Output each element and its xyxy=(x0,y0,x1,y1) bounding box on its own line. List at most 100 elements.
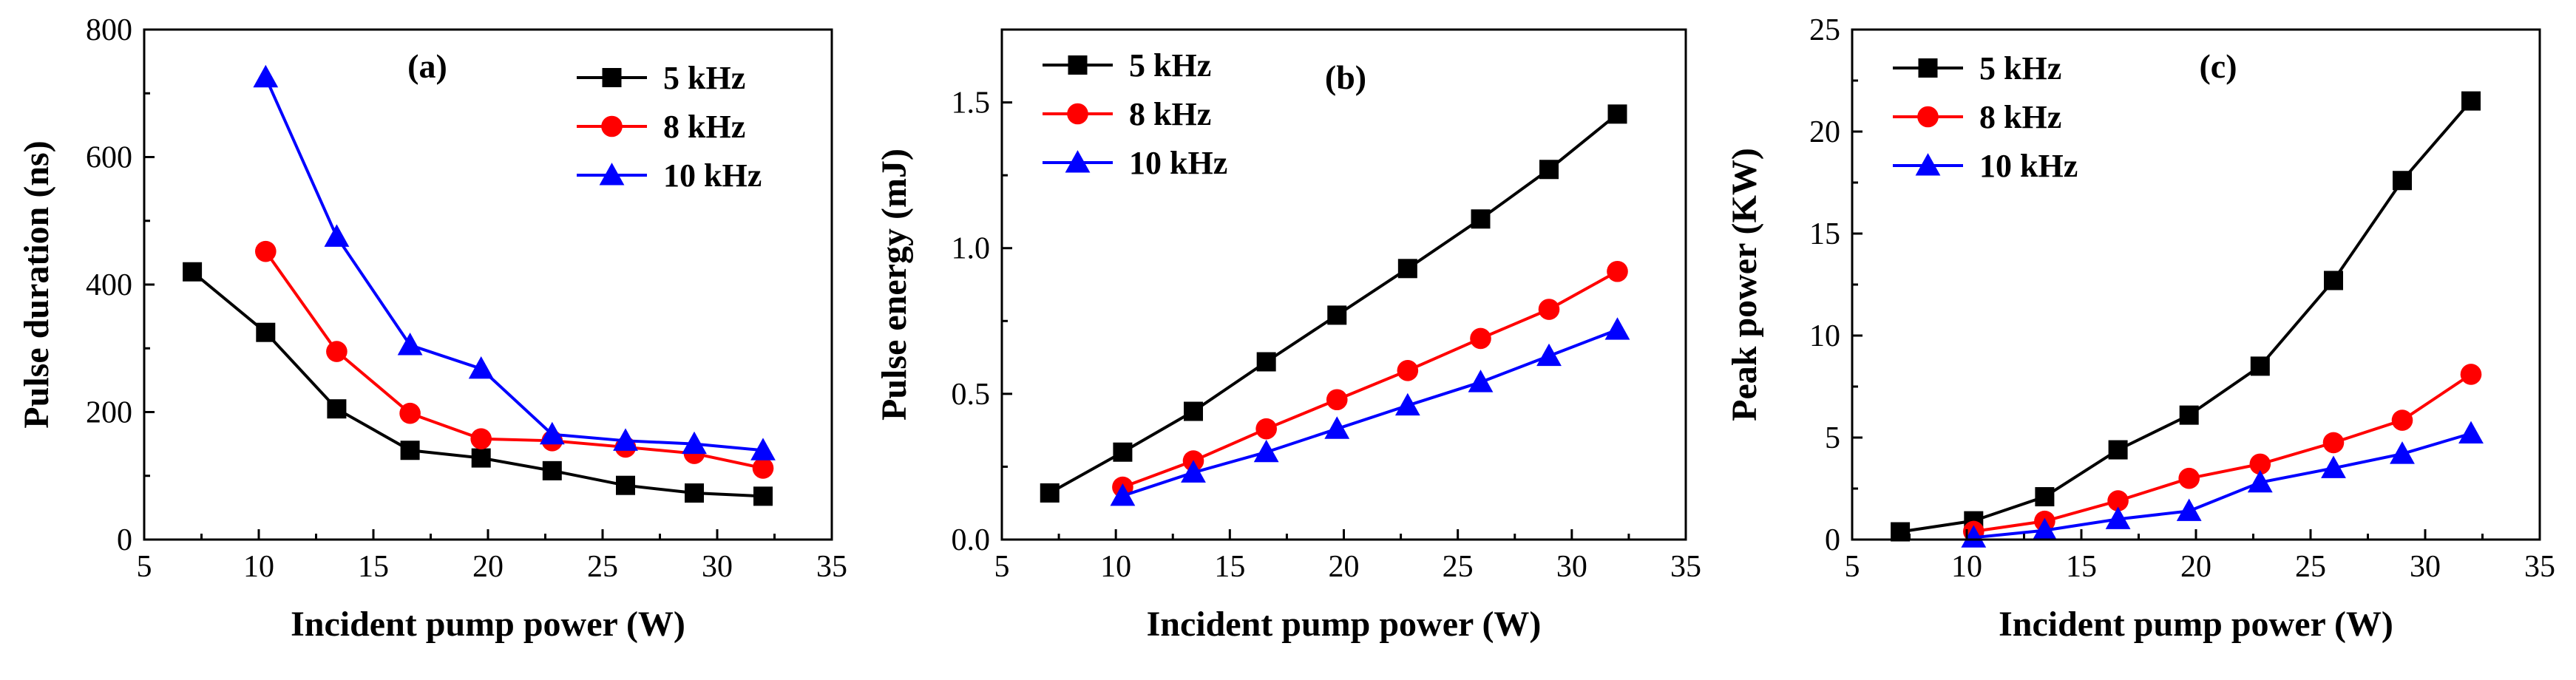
series-line xyxy=(1973,432,2472,540)
legend-marker xyxy=(1915,153,1941,176)
x-tick-label: 15 xyxy=(358,550,389,584)
series-8-khz xyxy=(1963,364,2482,543)
legend-marker xyxy=(1917,106,1939,128)
data-point xyxy=(1256,352,1276,372)
x-axis-title: Incident pump power (W) xyxy=(1147,605,1542,644)
data-point xyxy=(1181,460,1206,483)
series-10-khz xyxy=(1961,421,2484,548)
data-point xyxy=(613,428,638,451)
x-axis-title: Incident pump power (W) xyxy=(1999,605,2393,644)
data-point xyxy=(183,262,203,282)
series-5-khz xyxy=(183,262,773,506)
data-point xyxy=(2321,455,2346,478)
data-point xyxy=(253,64,279,88)
x-tick-label: 20 xyxy=(1329,550,1360,584)
data-point xyxy=(2108,440,2128,460)
data-point xyxy=(616,475,635,495)
data-point xyxy=(2393,171,2412,191)
x-tick-label: 15 xyxy=(1214,550,1245,584)
x-tick-label: 30 xyxy=(702,550,733,584)
data-point xyxy=(1539,160,1559,180)
x-tick-label: 5 xyxy=(1845,550,1860,584)
x-axis-title: Incident pump power (W) xyxy=(291,605,685,644)
data-point xyxy=(2461,91,2481,111)
y-tick-label: 0 xyxy=(1825,523,1840,557)
data-point xyxy=(1324,416,1350,439)
x-tick-label: 35 xyxy=(816,550,847,584)
y-tick-label: 800 xyxy=(86,13,132,47)
data-point xyxy=(1470,327,1491,350)
legend-label: 5 kHz xyxy=(1129,47,1211,84)
data-point xyxy=(2178,467,2200,489)
data-point xyxy=(1253,439,1279,463)
legend-label: 5 kHz xyxy=(1979,50,2061,86)
series-8-khz xyxy=(1112,260,1628,498)
y-tick-label: 0.5 xyxy=(952,378,991,412)
legend-label: 5 kHz xyxy=(663,60,745,96)
data-point xyxy=(1184,401,1203,421)
data-point xyxy=(2249,453,2271,475)
data-point xyxy=(2324,271,2343,290)
series-line xyxy=(1122,328,1619,497)
y-tick-label: 1.5 xyxy=(952,86,991,120)
data-point xyxy=(753,486,773,506)
y-tick-label: 10 xyxy=(1809,319,1840,353)
legend-marker xyxy=(601,115,623,137)
legend-label: 10 kHz xyxy=(663,157,762,194)
data-point xyxy=(685,483,704,503)
y-tick-label: 1.0 xyxy=(952,232,991,266)
x-tick-label: 5 xyxy=(137,550,152,584)
y-tick-label: 25 xyxy=(1809,13,1840,47)
data-point xyxy=(2032,517,2058,541)
panel-label: (c) xyxy=(2199,47,2237,85)
y-axis-title: Peak power (KW) xyxy=(1725,148,1764,421)
legend: 5 kHz 8 kHz 10 kHz xyxy=(1043,47,1227,181)
data-point xyxy=(542,460,562,480)
data-point xyxy=(468,356,494,379)
data-point xyxy=(2247,469,2273,493)
y-tick-label: 600 xyxy=(86,141,132,175)
x-tick-label: 30 xyxy=(2410,550,2441,584)
data-point xyxy=(324,224,350,247)
y-tick-label: 5 xyxy=(1825,421,1840,455)
data-point xyxy=(682,431,707,455)
data-point xyxy=(1891,522,1911,542)
data-point xyxy=(1397,360,1419,381)
data-point xyxy=(1110,483,1136,506)
legend-label: 10 kHz xyxy=(1979,148,2078,184)
data-point xyxy=(470,428,492,450)
data-point xyxy=(2176,498,2202,521)
data-point xyxy=(256,322,276,342)
data-point xyxy=(1607,260,1628,282)
data-point xyxy=(1607,104,1627,124)
legend-marker xyxy=(1918,58,1938,78)
legend-label: 8 kHz xyxy=(663,109,745,145)
data-point xyxy=(1961,525,1987,548)
legend: 5 kHz 8 kHz 10 kHz xyxy=(577,60,762,194)
y-tick-label: 200 xyxy=(86,396,132,430)
data-point xyxy=(2391,409,2413,431)
x-tick-label: 25 xyxy=(1443,550,1474,584)
y-tick-label: 15 xyxy=(1809,217,1840,251)
series-5-khz xyxy=(1891,91,2481,542)
x-tick-label: 10 xyxy=(243,550,274,584)
x-tick-label: 35 xyxy=(1670,550,1701,584)
y-tick-label: 20 xyxy=(1809,115,1840,149)
data-point xyxy=(750,438,776,460)
data-point xyxy=(2460,364,2482,385)
legend-marker xyxy=(1068,55,1088,75)
data-point xyxy=(1471,209,1491,229)
legend: 5 kHz 8 kHz 10 kHz xyxy=(1893,50,2078,184)
data-point xyxy=(1326,389,1348,411)
series-10-khz xyxy=(1110,317,1630,506)
data-point xyxy=(1040,483,1060,503)
panel-label: (b) xyxy=(1325,58,1366,96)
data-point xyxy=(1394,392,1420,416)
data-point xyxy=(752,458,774,479)
data-point xyxy=(2105,506,2131,529)
data-point xyxy=(326,341,348,362)
series-5-khz xyxy=(1040,104,1627,503)
data-point xyxy=(1113,442,1133,462)
